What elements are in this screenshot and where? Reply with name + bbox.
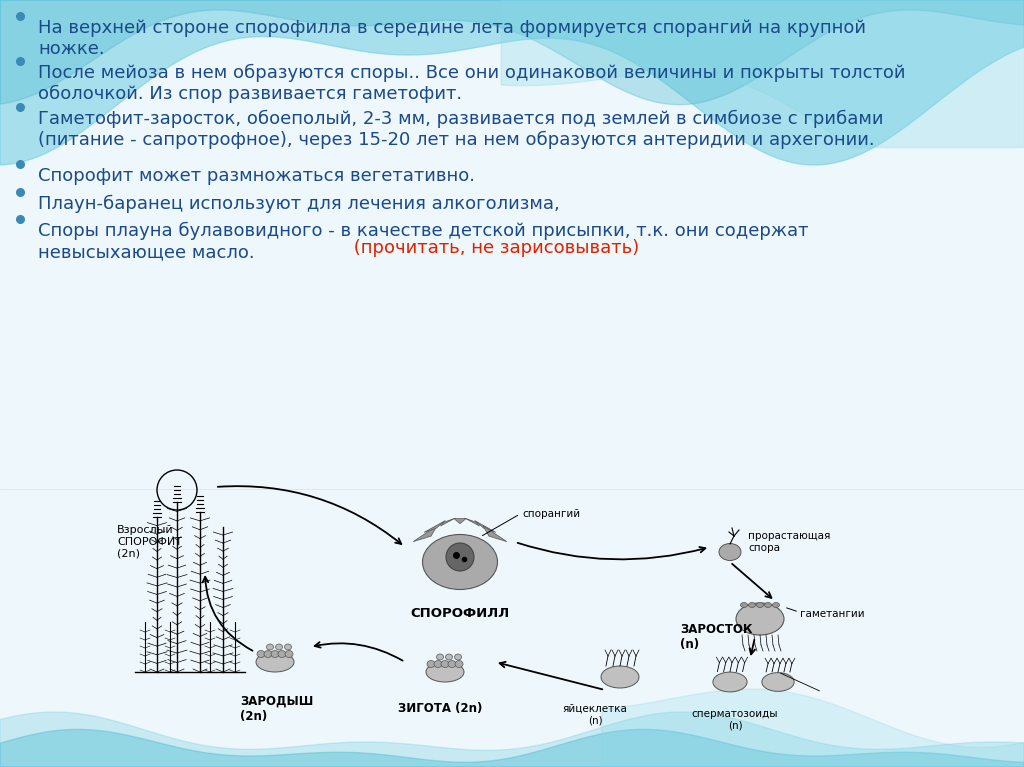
Ellipse shape — [765, 603, 771, 607]
Polygon shape — [414, 525, 437, 542]
Ellipse shape — [257, 650, 265, 657]
Ellipse shape — [719, 544, 741, 561]
Circle shape — [446, 543, 474, 571]
Text: ЗИГОТА (2n): ЗИГОТА (2n) — [397, 702, 482, 715]
Ellipse shape — [441, 660, 449, 667]
Text: Споры плауна булавовидного - в качестве детской присыпки, т.к. они содержат
невы: Споры плауна булавовидного - в качестве … — [38, 222, 809, 261]
Text: яйцеклетка
(n): яйцеклетка (n) — [562, 704, 628, 726]
Ellipse shape — [426, 662, 464, 682]
Text: ЗАРОДЫШ
(2n): ЗАРОДЫШ (2n) — [240, 695, 313, 723]
Text: Спорофит может размножаться вегетативно.: Спорофит может размножаться вегетативно. — [38, 167, 475, 185]
Ellipse shape — [762, 673, 795, 691]
Text: ЗАРОСТОК
(n): ЗАРОСТОК (n) — [680, 623, 753, 651]
Text: сперматозоиды
(n): сперматозоиды (n) — [692, 709, 778, 731]
Ellipse shape — [713, 672, 748, 692]
Text: гаметангии: гаметангии — [800, 609, 864, 619]
Ellipse shape — [601, 666, 639, 688]
Text: (прочитать, не зарисовывать): (прочитать, не зарисовывать) — [348, 239, 639, 257]
Polygon shape — [440, 518, 456, 526]
Ellipse shape — [266, 644, 273, 650]
Ellipse shape — [436, 654, 443, 660]
Ellipse shape — [736, 603, 784, 635]
Ellipse shape — [264, 650, 272, 657]
Polygon shape — [465, 518, 479, 526]
Ellipse shape — [749, 603, 756, 607]
Ellipse shape — [256, 652, 294, 672]
Text: Взрослый
СПОРОФИТ
(2n): Взрослый СПОРОФИТ (2n) — [117, 525, 182, 558]
Text: Гаметофит-заросток, обоеполый, 2-3 мм, развивается под землей в симбиозе с гриба: Гаметофит-заросток, обоеполый, 2-3 мм, р… — [38, 110, 884, 150]
Ellipse shape — [740, 603, 748, 607]
Ellipse shape — [455, 660, 463, 667]
Text: спорангий: спорангий — [522, 509, 581, 519]
Ellipse shape — [285, 644, 292, 650]
Ellipse shape — [455, 654, 462, 660]
Ellipse shape — [445, 654, 453, 660]
Polygon shape — [424, 521, 445, 532]
Ellipse shape — [278, 650, 286, 657]
Text: СПОРОФИЛЛ: СПОРОФИЛЛ — [411, 607, 510, 620]
Text: На верхней стороне спорофилла в середине лета формируется спорангий на крупной
н: На верхней стороне спорофилла в середине… — [38, 19, 866, 58]
Polygon shape — [483, 525, 507, 542]
Ellipse shape — [271, 650, 279, 657]
Ellipse shape — [285, 650, 293, 657]
Text: прорастающая
спора: прорастающая спора — [748, 532, 830, 553]
Ellipse shape — [275, 644, 283, 650]
Text: После мейоза в нем образуются споры.. Все они одинаковой величины и покрыты толс: После мейоза в нем образуются споры.. Вс… — [38, 64, 905, 104]
Ellipse shape — [772, 603, 779, 607]
Polygon shape — [475, 521, 496, 532]
Text: Плаун-баранец используют для лечения алкоголизма,: Плаун-баранец используют для лечения алк… — [38, 195, 560, 213]
Ellipse shape — [427, 660, 435, 667]
Ellipse shape — [423, 535, 498, 590]
Polygon shape — [454, 518, 466, 524]
Ellipse shape — [449, 660, 456, 667]
Ellipse shape — [757, 603, 764, 607]
Ellipse shape — [434, 660, 442, 667]
